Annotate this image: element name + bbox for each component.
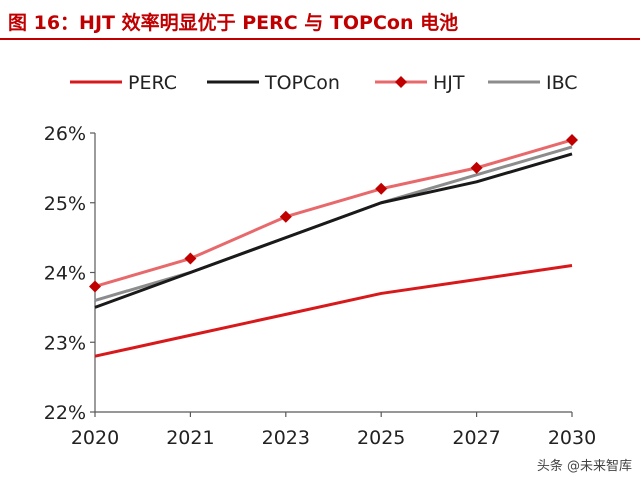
y-tick-label: 22% [44,402,86,424]
legend-label-perc: PERC [128,72,177,94]
y-tick-label: 24% [44,263,86,285]
y-tick-label: 26% [44,123,86,145]
legend-label-ibc: IBC [546,72,578,94]
title-divider [0,38,640,40]
figure-title: 图 16：HJT 效率明显优于 PERC 与 TOPCon 电池 [8,12,459,34]
x-tick-label: 2025 [357,427,405,449]
y-tick-label: 25% [44,193,86,215]
x-tick-label: 2027 [452,427,500,449]
chart-axes: 22% 23% 24% 25% 26% 2020 2021 2023 2025 2027 2030 [44,123,596,449]
legend-marker-hjt [395,76,407,88]
chart-series [89,133,578,358]
series-line-perc [94,264,573,358]
x-tick-label: 2023 [262,427,310,449]
header: 图 16：HJT 效率明显优于 PERC 与 TOPCon 电池 [0,0,640,40]
x-tick-label: 2030 [548,427,596,449]
y-tick-label: 23% [44,332,86,354]
data-point-hjt [566,133,578,146]
data-point-hjt [470,161,483,174]
x-tick-label: 2020 [71,427,119,449]
x-tick-label: 2021 [166,427,214,449]
legend-label-topcon: TOPCon [264,72,340,94]
data-point-hjt [184,252,197,265]
chart-legend: PERC TOPCon HJT IBC [70,72,578,94]
series-line-topcon [94,152,573,309]
data-point-hjt [279,210,292,223]
legend-label-hjt: HJT [433,72,465,94]
source-watermark: 头条 @未来智库 [536,459,632,474]
series-line-hjt [94,138,573,288]
data-point-hjt [89,280,101,293]
data-point-hjt [375,182,388,195]
